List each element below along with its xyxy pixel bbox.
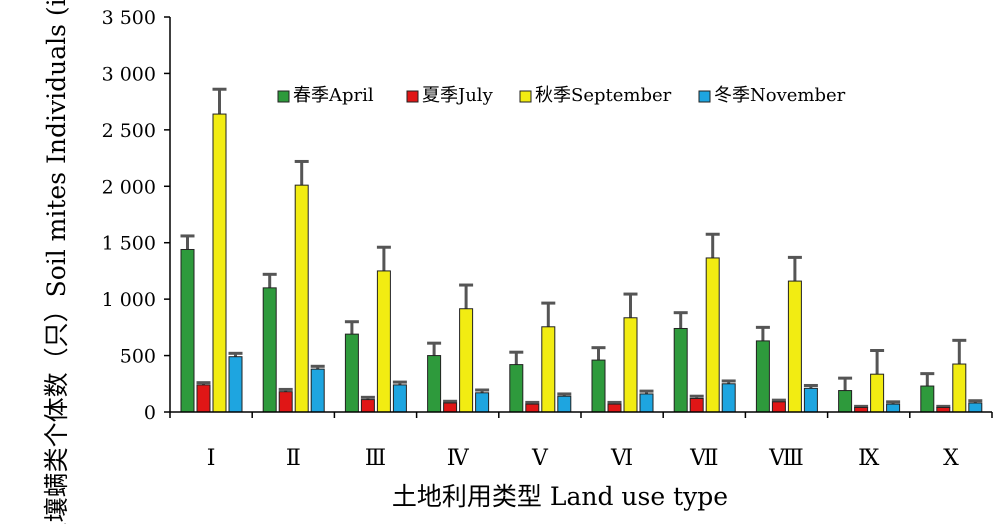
axes bbox=[169, 17, 992, 413]
y-tick-label: 1 000 bbox=[102, 289, 156, 311]
bar bbox=[360, 399, 375, 413]
legend-swatch bbox=[519, 90, 532, 103]
x-tick-label: Ⅳ bbox=[447, 446, 470, 471]
legend-swatch bbox=[406, 90, 419, 103]
x-tick-label: Ⅰ bbox=[207, 446, 216, 471]
y-tick-label: 3 000 bbox=[102, 63, 156, 85]
bar bbox=[838, 390, 853, 413]
y-ticks: 0 500 1 000 1 500 2 000 2 500 3 000 3 500 bbox=[102, 7, 170, 424]
bar bbox=[673, 327, 688, 413]
bar bbox=[427, 355, 442, 413]
y-tick-label: 0 bbox=[144, 402, 156, 424]
x-axis-title: 土地利用类型 Land use type bbox=[392, 482, 728, 511]
bar bbox=[721, 383, 736, 413]
bar bbox=[344, 333, 359, 413]
bar bbox=[392, 384, 407, 413]
bar bbox=[475, 392, 490, 413]
y-tick-label: 1 500 bbox=[102, 233, 156, 255]
y-tick-label: 500 bbox=[120, 346, 156, 368]
bar bbox=[968, 402, 983, 413]
legend-swatch bbox=[277, 90, 290, 103]
legend-swatch bbox=[698, 90, 711, 103]
legend-label: 秋季September bbox=[535, 85, 672, 106]
bar bbox=[525, 403, 540, 413]
y-axis-title: 土壤螨类个体数（只）Soil mites Individuals (ind.) bbox=[42, 0, 71, 524]
bar bbox=[952, 363, 967, 413]
x-tick-label: Ⅶ bbox=[689, 446, 718, 471]
bar bbox=[920, 385, 935, 413]
y-tick-label: 2 500 bbox=[102, 120, 156, 142]
x-tick-label: Ⅹ bbox=[943, 446, 959, 471]
bar bbox=[262, 287, 277, 413]
bar bbox=[459, 308, 474, 413]
bar bbox=[443, 402, 458, 413]
bar bbox=[278, 391, 293, 413]
x-tick-label: Ⅲ bbox=[365, 446, 386, 471]
bar bbox=[689, 397, 704, 413]
bar bbox=[376, 270, 391, 413]
bar bbox=[771, 401, 786, 413]
bar bbox=[294, 184, 309, 413]
bar bbox=[607, 403, 622, 413]
x-tick-label: Ⅸ bbox=[858, 446, 880, 471]
bar bbox=[557, 395, 572, 413]
bar bbox=[639, 393, 654, 413]
bar bbox=[787, 280, 802, 413]
bar bbox=[541, 326, 556, 413]
bar bbox=[310, 368, 325, 413]
bar bbox=[803, 387, 818, 413]
bar bbox=[755, 340, 770, 413]
legend-label: 夏季July bbox=[422, 85, 494, 106]
bar bbox=[870, 373, 885, 413]
bar bbox=[180, 248, 195, 413]
x-tick-label: Ⅵ bbox=[610, 446, 633, 471]
bar bbox=[212, 113, 227, 413]
bar bbox=[705, 257, 720, 413]
legend: 春季April 夏季July 秋季September 冬季November bbox=[277, 85, 846, 106]
bar bbox=[623, 317, 638, 413]
legend-label: 春季April bbox=[293, 85, 374, 106]
y-tick-label: 2 000 bbox=[102, 176, 156, 198]
bar bbox=[509, 364, 524, 413]
bar bbox=[886, 403, 901, 413]
bar bbox=[228, 356, 243, 413]
legend-label: 冬季November bbox=[714, 85, 846, 106]
x-tick-label: Ⅷ bbox=[768, 446, 804, 471]
x-tick-label: Ⅱ bbox=[286, 446, 301, 471]
x-tick-label: Ⅴ bbox=[531, 446, 549, 471]
plot-area bbox=[180, 87, 983, 413]
y-tick-label: 3 500 bbox=[102, 7, 156, 29]
bar bbox=[196, 384, 211, 413]
bar bbox=[591, 359, 606, 413]
x-ticks: Ⅰ Ⅱ Ⅲ Ⅳ Ⅴ Ⅵ Ⅶ Ⅷ Ⅸ Ⅹ bbox=[169, 412, 993, 471]
